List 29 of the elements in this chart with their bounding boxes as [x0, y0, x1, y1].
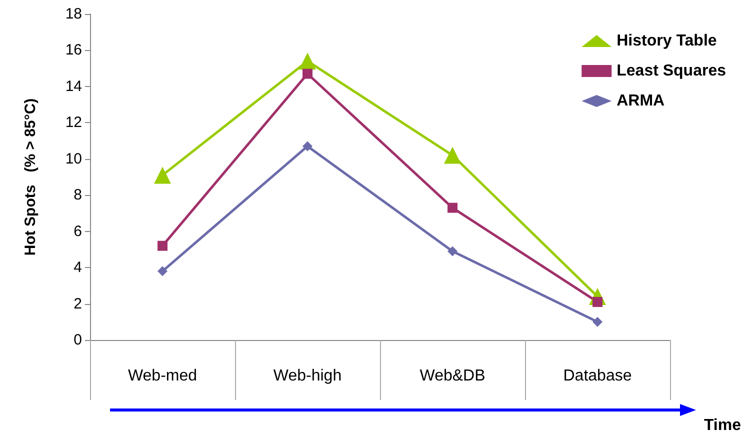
point	[444, 146, 461, 164]
y-tick-label: 12	[65, 114, 82, 132]
y-tick-label: 10	[65, 150, 82, 168]
point	[154, 166, 171, 184]
y-axis-title: Hot Spots (% > 85°C)	[22, 98, 39, 256]
point	[158, 266, 168, 276]
point	[302, 68, 312, 79]
x-tick-label: Database	[563, 368, 632, 384]
x-tick-label: Web&DB	[420, 368, 486, 384]
point	[592, 316, 602, 327]
y-tick-label: 8	[74, 186, 82, 204]
y-tick-label: 6	[74, 222, 82, 240]
point	[299, 52, 316, 70]
x-tick-label: Web-med	[128, 368, 198, 384]
point	[158, 240, 168, 251]
y-tick-label: 18	[65, 6, 82, 22]
y-tick-label: 0	[74, 332, 82, 348]
legend-label: History Table	[616, 32, 717, 50]
x-axis-title: Time	[704, 417, 741, 435]
point	[448, 202, 458, 213]
point	[302, 141, 312, 152]
y-tick-label: 4	[74, 259, 82, 276]
y-tick-label: 14	[65, 78, 82, 95]
point	[448, 246, 458, 256]
legend-label: Least Squares	[616, 62, 726, 80]
y-tick-label: 2	[74, 295, 82, 312]
legend-label: ARMA	[616, 92, 666, 110]
x-tick-label: Web-high	[273, 368, 342, 384]
y-tick-label: 16	[65, 42, 82, 59]
